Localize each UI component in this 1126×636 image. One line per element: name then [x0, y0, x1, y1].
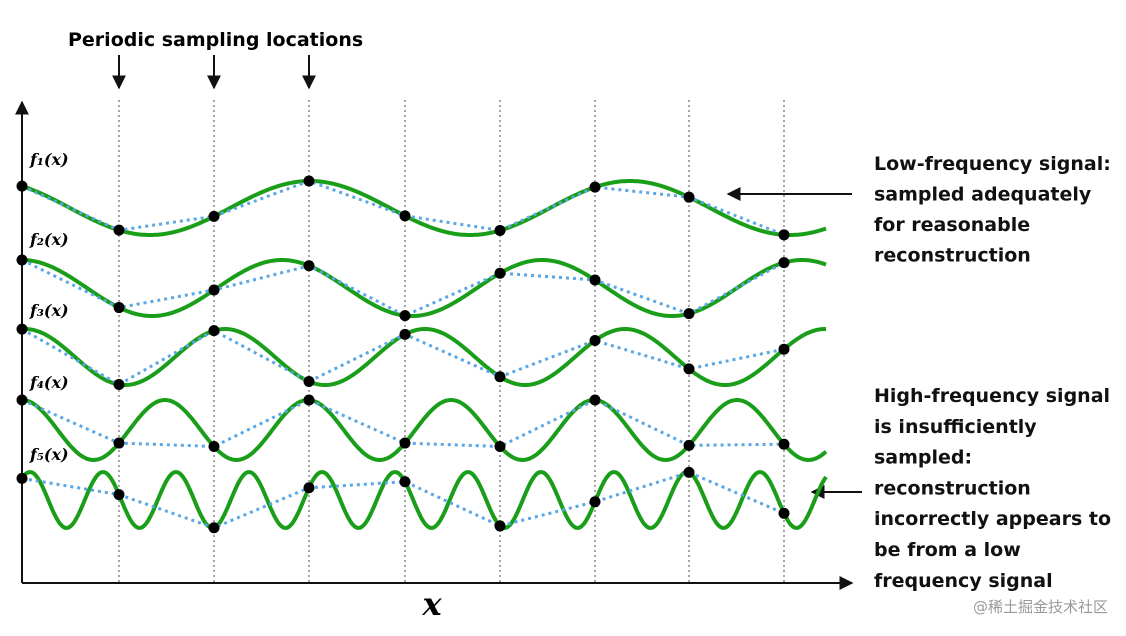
sample-point: [208, 522, 220, 534]
sample-point: [589, 496, 601, 508]
sample-point: [303, 394, 315, 406]
sample-point: [16, 394, 28, 406]
sample-point: [113, 224, 125, 236]
reconstruction: [21, 470, 785, 530]
sample-point: [494, 371, 506, 383]
axis-label: x: [421, 585, 442, 623]
sample-point: [683, 439, 695, 451]
reconstruction: [21, 258, 785, 318]
sample-point: [494, 224, 506, 236]
signal-curve: [20, 469, 828, 531]
sample-point: [113, 302, 125, 314]
sample-point: [778, 257, 790, 269]
signal-label: f₄(x): [29, 373, 69, 392]
signal-label: f₃(x): [29, 301, 69, 320]
sample-point: [303, 260, 315, 272]
sample-point: [494, 440, 506, 452]
annotation-line: be from a low: [874, 539, 1021, 561]
sample-point: [16, 323, 28, 335]
annotation-line: sampled adequately: [874, 184, 1092, 206]
sample-point: [683, 466, 695, 478]
sample-point: [683, 363, 695, 375]
sample-point: [399, 328, 411, 340]
sample-point: [303, 482, 315, 494]
sample-point: [399, 210, 411, 222]
sample-point: [208, 284, 220, 296]
sample-point: [399, 437, 411, 449]
sample-point: [399, 310, 411, 322]
annotation-line: for reasonable: [874, 214, 1030, 236]
annotations: Low-frequency signal: sampled adequately f…: [874, 153, 1111, 592]
sample-point: [778, 438, 790, 450]
sample-point: [778, 229, 790, 241]
sample-point: [399, 476, 411, 488]
sampling-lines: [118, 100, 785, 583]
watermark: @稀土掘金技术社区: [973, 598, 1108, 616]
signal-label: f₁(x): [29, 150, 69, 169]
sample-point: [113, 489, 125, 501]
signal-curve: [21, 179, 827, 237]
sample-point: [683, 191, 695, 203]
signal-curve: [21, 397, 828, 463]
annotation-line: is insufficiently: [874, 416, 1037, 438]
sample-point: [208, 440, 220, 452]
sample-point: [589, 274, 601, 286]
annotation-line: High-frequency signal: [874, 385, 1110, 407]
sample-point: [208, 325, 220, 337]
sample-point: [16, 180, 28, 192]
sample-point: [16, 472, 28, 484]
annotation-line: reconstruction: [874, 245, 1031, 267]
sample-point: [683, 308, 695, 320]
annotation-line: Low-frequency signal:: [874, 153, 1111, 175]
sample-point: [589, 394, 601, 406]
sample-point: [494, 520, 506, 532]
title: Periodic sampling locations: [68, 29, 363, 51]
sample-point: [589, 181, 601, 193]
signal-curve: [22, 258, 827, 318]
sample-point: [778, 507, 790, 519]
signal-label: f₂(x): [29, 230, 69, 249]
sample-point: [16, 254, 28, 266]
sample-point: [303, 175, 315, 187]
sample-point: [113, 437, 125, 449]
annotation-line: incorrectly appears to: [874, 508, 1111, 530]
sample-point: [303, 376, 315, 388]
sample-point: [494, 267, 506, 279]
annotation-line: frequency signal: [874, 570, 1053, 592]
sample-point: [113, 379, 125, 391]
signal-curve: [21, 327, 826, 387]
sample-point: [778, 343, 790, 355]
signals: f₁(x) f₂(x) f₃(x) f₄(x) f₅(x): [16, 150, 828, 534]
signal-label: f₅(x): [29, 445, 69, 464]
annotation-line: sampled:: [874, 447, 972, 469]
sample-point: [208, 210, 220, 222]
annotation-line: reconstruction: [874, 477, 1031, 499]
sample-point: [589, 335, 601, 347]
